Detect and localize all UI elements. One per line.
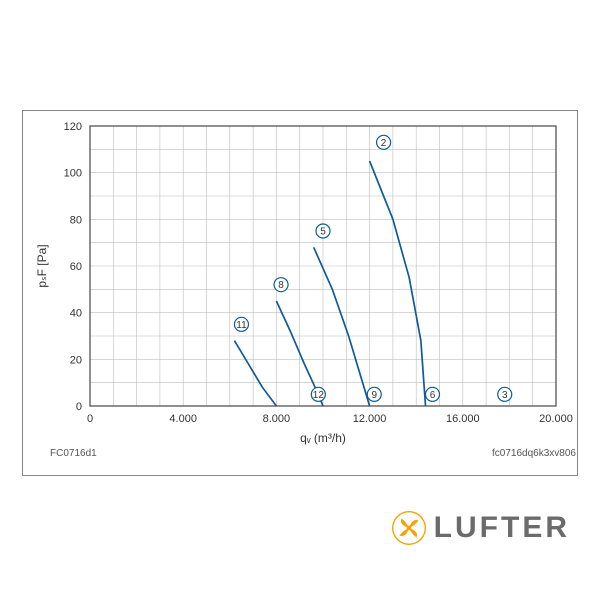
svg-text:5: 5 — [320, 227, 326, 238]
svg-text:11: 11 — [236, 320, 247, 331]
svg-text:12.000: 12.000 — [353, 413, 387, 425]
svg-text:16.000: 16.000 — [446, 413, 480, 425]
svg-text:20: 20 — [70, 354, 82, 366]
svg-text:pₛF [Pa]: pₛF [Pa] — [35, 244, 49, 287]
svg-text:12: 12 — [313, 390, 325, 401]
svg-text:2: 2 — [381, 138, 387, 149]
svg-text:0: 0 — [76, 401, 82, 413]
svg-text:100: 100 — [64, 168, 82, 180]
svg-text:FC0716d1: FC0716d1 — [50, 448, 97, 459]
svg-text:60: 60 — [70, 261, 82, 273]
svg-text:40: 40 — [70, 308, 82, 320]
svg-text:6: 6 — [430, 390, 436, 401]
lufter-logo: LUFTER — [392, 511, 570, 545]
svg-text:120: 120 — [64, 121, 82, 133]
svg-text:qᵥ (m³/h): qᵥ (m³/h) — [300, 431, 346, 445]
svg-text:3: 3 — [502, 390, 508, 401]
fan-icon — [392, 511, 426, 545]
svg-text:80: 80 — [70, 214, 82, 226]
svg-text:8: 8 — [278, 280, 284, 291]
svg-text:0: 0 — [87, 413, 93, 425]
logo-text: LUFTER — [434, 511, 570, 545]
svg-text:fc0716dq6k3xv806: fc0716dq6k3xv806 — [492, 448, 576, 459]
fan-curve-chart: 2 3 5 6 8 9 11 12 0 4.000 8.000 12.000 16.000 20.000… — [22, 110, 578, 476]
svg-text:20.000: 20.000 — [539, 413, 573, 425]
svg-text:9: 9 — [371, 390, 377, 401]
svg-text:4.000: 4.000 — [169, 413, 197, 425]
svg-text:8.000: 8.000 — [263, 413, 291, 425]
